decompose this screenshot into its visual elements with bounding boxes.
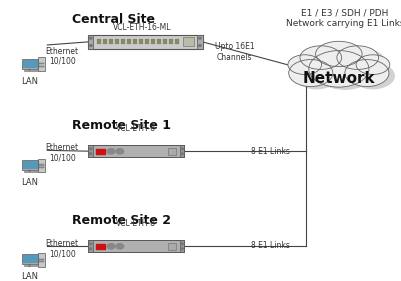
- Circle shape: [181, 153, 183, 155]
- Text: E1 / E3 / SDH / PDH
Network carrying E1 Links: E1 / E3 / SDH / PDH Network carrying E1 …: [286, 8, 401, 28]
- Circle shape: [89, 37, 92, 39]
- FancyBboxPatch shape: [24, 171, 38, 172]
- Bar: [97, 39, 101, 44]
- FancyBboxPatch shape: [88, 35, 203, 49]
- Text: Central Site: Central Site: [72, 13, 155, 26]
- FancyBboxPatch shape: [38, 158, 45, 173]
- Text: LAN: LAN: [22, 272, 38, 281]
- Text: Ethernet
10/100: Ethernet 10/100: [46, 143, 79, 163]
- Text: 8 E1 Links: 8 E1 Links: [251, 147, 290, 156]
- Bar: [121, 39, 125, 44]
- Circle shape: [89, 243, 92, 245]
- Text: Upto 16E1
Channels: Upto 16E1 Channels: [215, 42, 254, 62]
- Ellipse shape: [322, 44, 368, 69]
- Ellipse shape: [295, 62, 339, 89]
- Ellipse shape: [300, 46, 342, 69]
- Text: LAN: LAN: [22, 77, 38, 86]
- Circle shape: [107, 244, 115, 249]
- Ellipse shape: [288, 55, 322, 74]
- Text: Remote Site 2: Remote Site 2: [72, 214, 171, 226]
- Bar: [151, 39, 155, 44]
- Circle shape: [89, 153, 92, 155]
- FancyBboxPatch shape: [180, 145, 184, 157]
- Bar: [139, 39, 143, 44]
- FancyBboxPatch shape: [38, 57, 45, 71]
- FancyBboxPatch shape: [88, 145, 93, 157]
- FancyBboxPatch shape: [22, 161, 38, 169]
- Circle shape: [89, 45, 92, 46]
- Bar: [169, 39, 173, 44]
- Circle shape: [181, 248, 183, 250]
- FancyBboxPatch shape: [168, 243, 176, 250]
- Circle shape: [198, 45, 201, 46]
- Bar: [175, 39, 179, 44]
- Bar: [163, 39, 167, 44]
- Ellipse shape: [289, 60, 333, 87]
- FancyBboxPatch shape: [22, 60, 38, 68]
- Text: VCL-ETH-16-ML: VCL-ETH-16-ML: [113, 23, 172, 32]
- Bar: [115, 39, 119, 44]
- FancyBboxPatch shape: [24, 70, 38, 71]
- FancyBboxPatch shape: [38, 253, 45, 267]
- Circle shape: [107, 149, 115, 154]
- Bar: [96, 244, 105, 249]
- FancyBboxPatch shape: [88, 145, 184, 157]
- FancyBboxPatch shape: [39, 63, 44, 64]
- Text: LAN: LAN: [22, 178, 38, 187]
- Text: Network: Network: [302, 71, 375, 86]
- Text: VCL-ETH-8: VCL-ETH-8: [116, 219, 156, 228]
- Text: 8 E1 Links: 8 E1 Links: [251, 241, 290, 250]
- Bar: [109, 39, 113, 44]
- FancyBboxPatch shape: [197, 35, 203, 49]
- FancyBboxPatch shape: [22, 255, 38, 263]
- FancyBboxPatch shape: [39, 66, 44, 67]
- Circle shape: [181, 243, 183, 245]
- Circle shape: [116, 244, 124, 249]
- FancyBboxPatch shape: [180, 240, 184, 252]
- FancyBboxPatch shape: [24, 265, 38, 266]
- FancyBboxPatch shape: [183, 37, 194, 46]
- Ellipse shape: [345, 60, 389, 87]
- Ellipse shape: [343, 49, 385, 72]
- FancyBboxPatch shape: [88, 240, 184, 252]
- Ellipse shape: [309, 51, 369, 87]
- Ellipse shape: [337, 46, 379, 69]
- FancyBboxPatch shape: [39, 259, 44, 260]
- Bar: [127, 39, 131, 44]
- FancyBboxPatch shape: [88, 35, 93, 49]
- Circle shape: [198, 37, 201, 39]
- Ellipse shape: [306, 49, 348, 72]
- Circle shape: [116, 149, 124, 154]
- Bar: [157, 39, 161, 44]
- FancyBboxPatch shape: [39, 167, 44, 168]
- Ellipse shape: [316, 41, 362, 67]
- Text: Ethernet
10/100: Ethernet 10/100: [46, 46, 79, 66]
- Text: Ethernet
10/100: Ethernet 10/100: [46, 239, 79, 259]
- Ellipse shape: [351, 62, 395, 89]
- Text: VCL-ETH-8: VCL-ETH-8: [116, 124, 156, 133]
- Bar: [103, 39, 107, 44]
- Bar: [133, 39, 137, 44]
- Ellipse shape: [356, 55, 390, 74]
- FancyBboxPatch shape: [22, 160, 38, 170]
- Bar: [96, 149, 105, 154]
- Ellipse shape: [315, 53, 375, 90]
- Circle shape: [89, 148, 92, 150]
- FancyBboxPatch shape: [168, 148, 176, 155]
- FancyBboxPatch shape: [22, 254, 38, 264]
- Text: Remote Site 1: Remote Site 1: [72, 119, 171, 132]
- FancyBboxPatch shape: [39, 164, 44, 166]
- FancyBboxPatch shape: [39, 261, 44, 262]
- Bar: [145, 39, 149, 44]
- Circle shape: [181, 148, 183, 150]
- FancyBboxPatch shape: [88, 240, 93, 252]
- FancyBboxPatch shape: [22, 59, 38, 69]
- Circle shape: [89, 248, 92, 250]
